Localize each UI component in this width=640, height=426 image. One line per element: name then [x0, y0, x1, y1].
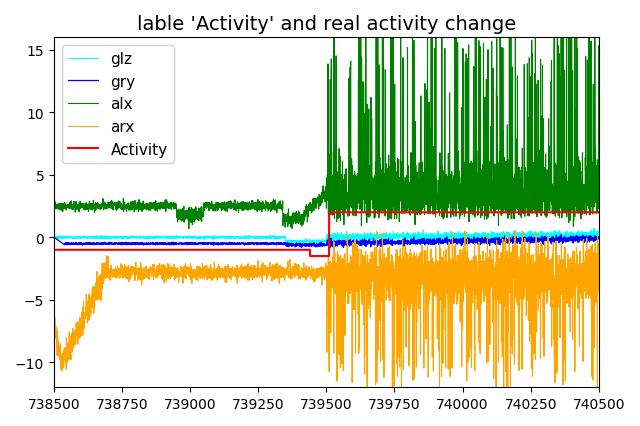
gry — [284, 243, 291, 248]
glz — [50, 234, 58, 239]
Line: alx: alx — [54, 0, 599, 229]
Activity — [307, 254, 314, 259]
glz — [446, 233, 454, 239]
alx — [279, 217, 287, 222]
arx — [279, 271, 287, 276]
Activity — [325, 210, 333, 216]
arx — [500, 406, 508, 411]
Line: Activity: Activity — [54, 213, 599, 256]
arx — [595, 242, 603, 247]
glz — [284, 239, 291, 244]
Line: glz: glz — [54, 229, 599, 244]
alx — [551, 199, 559, 204]
glz — [579, 231, 586, 236]
Activity — [551, 210, 559, 216]
Activity — [284, 248, 291, 253]
arx — [551, 290, 559, 295]
Line: gry: gry — [54, 235, 599, 248]
arx — [50, 322, 58, 327]
gry — [279, 242, 287, 247]
gry — [50, 235, 58, 240]
Activity — [309, 254, 317, 259]
alx — [185, 227, 193, 232]
glz — [279, 236, 287, 241]
Legend: glz, gry, alx, arx, Activity: glz, gry, alx, arx, Activity — [61, 46, 173, 163]
Activity — [50, 248, 58, 253]
Activity — [579, 210, 586, 216]
glz — [309, 239, 317, 245]
alx — [446, 193, 454, 198]
arx — [446, 263, 454, 268]
glz — [590, 226, 598, 231]
gry — [595, 237, 603, 242]
Line: arx: arx — [54, 231, 599, 408]
arx — [309, 268, 317, 273]
gry — [557, 233, 565, 238]
alx — [309, 208, 317, 213]
alx — [284, 216, 291, 222]
gry — [446, 239, 454, 244]
Activity — [595, 210, 603, 216]
arx — [284, 267, 291, 272]
Activity — [279, 248, 287, 253]
gry — [309, 242, 317, 247]
glz — [551, 233, 559, 238]
alx — [595, 185, 603, 190]
Activity — [446, 210, 454, 216]
alx — [579, 212, 586, 217]
alx — [50, 207, 58, 212]
gry — [579, 238, 586, 243]
gry — [551, 238, 559, 243]
Title: lable 'Activity' and real activity change: lable 'Activity' and real activity chang… — [137, 15, 516, 34]
arx — [372, 229, 380, 234]
arx — [579, 296, 586, 301]
gry — [326, 245, 334, 250]
glz — [595, 230, 603, 236]
glz — [331, 241, 339, 246]
